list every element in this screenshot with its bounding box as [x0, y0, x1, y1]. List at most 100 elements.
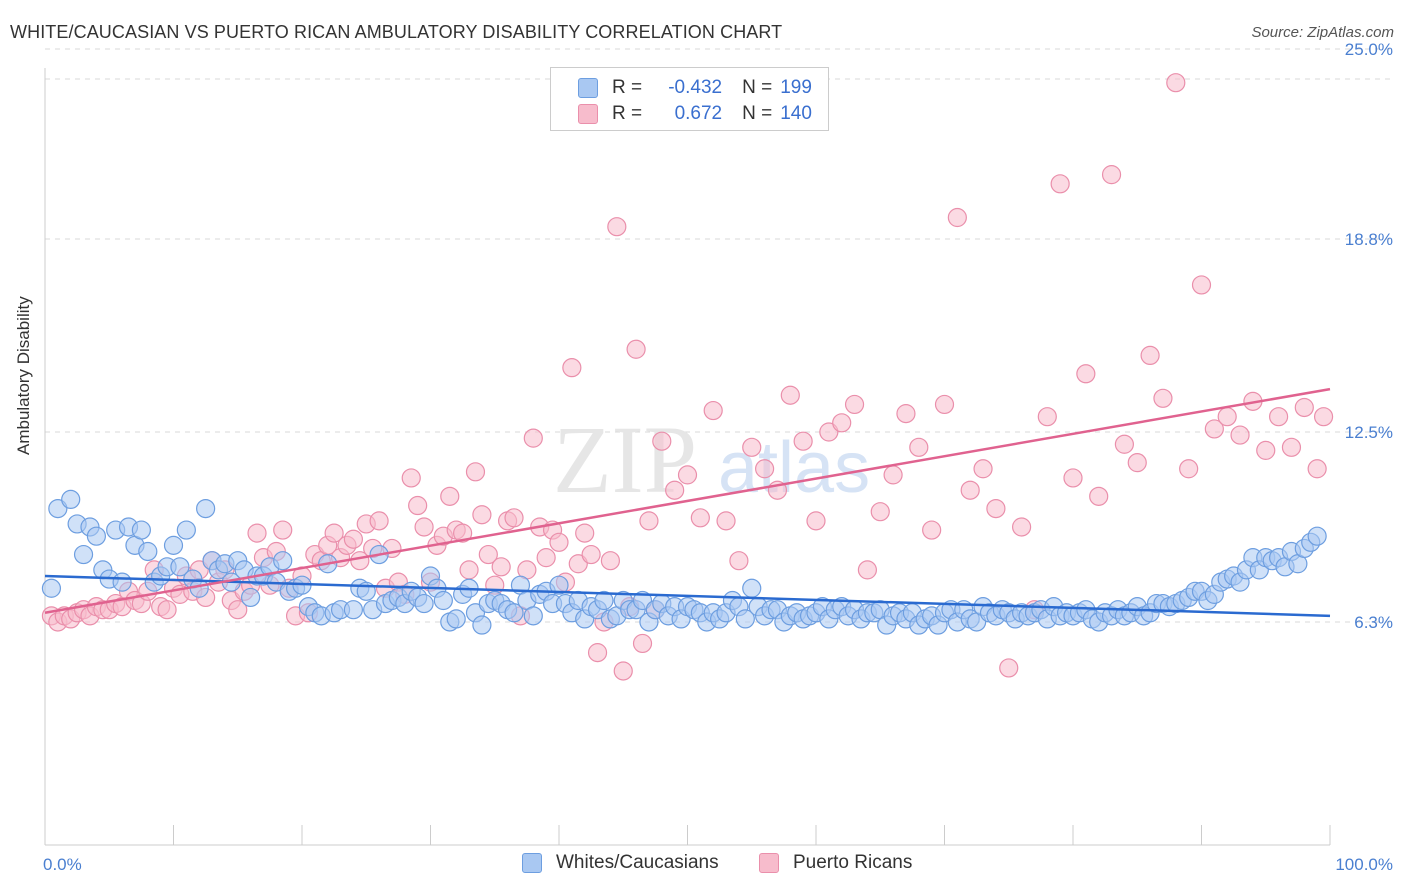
data-point-puerto-rican	[369, 511, 389, 531]
data-point-puerto-rican	[1166, 73, 1186, 93]
data-point-puerto-rican	[414, 517, 434, 537]
data-point-white	[273, 551, 293, 571]
y-tick-label: 18.8%	[1345, 230, 1393, 249]
y-tick-label: 12.5%	[1345, 423, 1393, 442]
blue-swatch-icon	[522, 853, 542, 873]
data-point-puerto-rican	[677, 465, 698, 485]
data-point-puerto-rican	[780, 385, 800, 405]
data-point-white	[549, 575, 569, 595]
data-point-puerto-rican	[632, 633, 653, 654]
data-point-puerto-rican	[703, 400, 723, 421]
data-point-puerto-rican	[857, 560, 878, 580]
data-point-puerto-rican	[896, 404, 916, 424]
data-point-puerto-rican	[922, 520, 942, 540]
data-point-puerto-rican	[1191, 275, 1212, 295]
data-point-puerto-rican	[1140, 345, 1160, 365]
source-label: Source: ZipAtlas.com	[1251, 24, 1394, 41]
r-label: R =	[612, 77, 643, 98]
data-point-puerto-rican	[1307, 459, 1327, 479]
data-point-puerto-rican	[1076, 364, 1096, 384]
data-point-puerto-rican	[1256, 440, 1276, 460]
data-point-white	[742, 578, 762, 598]
legend-label-whites: Whites/Caucasians	[556, 852, 719, 873]
data-point-white	[472, 615, 492, 635]
data-point-puerto-rican	[549, 532, 569, 552]
data-point-puerto-rican	[1037, 407, 1057, 427]
data-point-white	[594, 590, 614, 611]
data-point-puerto-rican	[472, 505, 492, 525]
data-point-puerto-rican	[613, 661, 633, 681]
data-point-puerto-rican	[934, 394, 955, 415]
r-value: -0.432	[668, 77, 723, 98]
data-point-puerto-rican	[273, 520, 293, 540]
data-point-white	[41, 578, 62, 598]
data-point-puerto-rican	[1313, 407, 1334, 427]
legend-row-whites: R = -0.432 N = 199	[551, 76, 812, 100]
pink-swatch-icon	[759, 853, 779, 873]
data-point-white	[176, 520, 196, 540]
data-point-puerto-rican	[947, 207, 967, 228]
data-point-puerto-rican	[157, 600, 177, 620]
pink-swatch-icon	[578, 104, 598, 124]
data-point-puerto-rican	[754, 459, 775, 479]
data-point-puerto-rican	[465, 462, 486, 482]
data-point-puerto-rican	[440, 486, 460, 506]
data-point-puerto-rican	[1179, 459, 1199, 479]
data-point-white	[735, 609, 755, 629]
axes	[44, 68, 1331, 846]
data-point-puerto-rican	[1268, 407, 1289, 427]
data-point-puerto-rican	[607, 217, 627, 237]
data-point-puerto-rican	[562, 358, 582, 378]
tick-labels: 6.3% 12.5% 18.8% 25.0% 0.0% 100.0%	[43, 40, 1393, 874]
data-point-puerto-rican	[1114, 434, 1135, 454]
trend-line-whites	[44, 574, 1331, 618]
blue-swatch-icon	[578, 78, 598, 98]
data-point-white	[1307, 526, 1327, 546]
data-point-puerto-rican	[1101, 165, 1122, 185]
data-point-puerto-rican	[581, 544, 601, 565]
data-point-white	[414, 593, 434, 614]
data-point-puerto-rican	[806, 511, 826, 531]
data-point-puerto-rican	[491, 557, 511, 577]
correlation-legend: R = -0.432 N = 199 R = 0.672 N = 140	[550, 67, 829, 131]
data-point-white	[86, 526, 107, 546]
data-point-puerto-rican	[478, 544, 498, 565]
data-point-puerto-rican	[575, 523, 595, 543]
data-point-puerto-rican	[343, 529, 363, 549]
legend-item-puerto-ricans: Puerto Ricans	[759, 852, 912, 874]
data-point-puerto-rican	[973, 459, 993, 479]
data-point-puerto-rican	[408, 495, 428, 516]
data-point-puerto-rican	[324, 523, 344, 543]
data-point-puerto-rican	[228, 600, 248, 620]
data-point-white	[112, 572, 132, 592]
n-value: 140	[780, 103, 812, 124]
r-label: R =	[612, 103, 643, 124]
data-point-white	[131, 520, 151, 540]
data-point-puerto-rican	[1153, 388, 1173, 408]
legend-item-whites: Whites/Caucasians	[522, 852, 719, 874]
data-point-puerto-rican	[247, 523, 267, 543]
data-point-puerto-rican	[832, 413, 852, 433]
data-point-puerto-rican	[626, 339, 646, 359]
trend-lines	[44, 387, 1331, 618]
data-point-white	[196, 499, 216, 519]
data-point-white	[433, 590, 453, 611]
data-point-puerto-rican	[793, 431, 813, 451]
data-point-puerto-rican	[909, 437, 929, 457]
data-point-puerto-rican	[742, 437, 762, 457]
data-point-white	[170, 557, 190, 577]
data-point-puerto-rican	[587, 643, 608, 663]
data-point-white	[504, 603, 524, 623]
data-point-puerto-rican	[453, 523, 473, 543]
x-tick-label: 100.0%	[1335, 855, 1393, 874]
data-point-puerto-rican	[960, 480, 980, 500]
data-point-puerto-rican	[1050, 174, 1070, 194]
data-point-white	[138, 541, 158, 562]
data-point-white	[61, 489, 81, 510]
data-point-puerto-rican	[1230, 425, 1250, 445]
data-point-puerto-rican	[729, 551, 749, 571]
data-point-puerto-rican	[665, 480, 685, 500]
data-point-puerto-rican	[600, 551, 621, 571]
data-point-puerto-rican	[459, 560, 479, 580]
